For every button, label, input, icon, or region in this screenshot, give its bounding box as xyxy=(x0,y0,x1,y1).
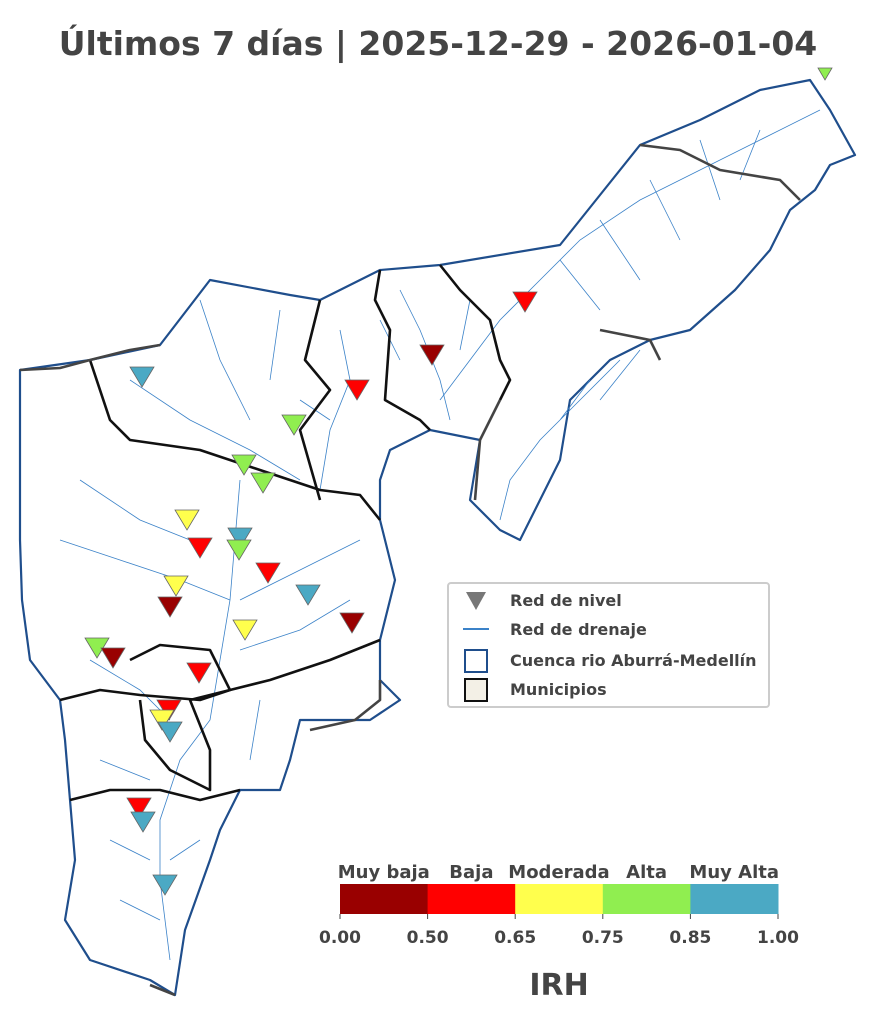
legend-box xyxy=(447,582,770,708)
outer-boundaries xyxy=(19,143,801,997)
category-label: Muy baja xyxy=(338,862,430,883)
map xyxy=(18,67,857,997)
basin-outline xyxy=(18,78,857,997)
legend-symbol xyxy=(464,678,488,702)
category-label: Muy Alta xyxy=(689,862,779,883)
tick-label: 0.00 xyxy=(319,928,361,948)
colorbar-label: IRH xyxy=(529,968,588,1003)
legend-symbol xyxy=(464,649,488,673)
legend-label: Red de drenaje xyxy=(510,620,647,639)
category-label: Alta xyxy=(626,862,667,883)
legend-symbol xyxy=(466,592,486,610)
drainage-network xyxy=(59,109,821,961)
municipal-boundaries xyxy=(59,264,512,802)
colorbar-segment xyxy=(690,884,779,914)
colorbar: Muy baja Baja Moderada Alta Muy Alta 0.00 0.50… xyxy=(319,862,799,948)
tick-label: 0.75 xyxy=(582,928,624,948)
legend: Red de nivel Red de drenaje Cuenca rio A… xyxy=(447,582,770,708)
tick-label: 0.50 xyxy=(407,928,449,948)
colorbar-segment xyxy=(340,884,429,914)
tick-label: 1.00 xyxy=(757,928,799,948)
category-label: Baja xyxy=(449,862,493,883)
stations xyxy=(84,67,833,896)
category-label: Moderada xyxy=(508,862,609,883)
legend-label: Red de nivel xyxy=(510,591,622,610)
colorbar-segment xyxy=(427,884,516,914)
legend-label: Municipios xyxy=(510,680,607,699)
tick-label: 0.65 xyxy=(494,928,536,948)
colorbar-segment xyxy=(515,884,604,914)
title: Últimos 7 días | 2025-12-29 - 2026-01-04 xyxy=(59,23,818,63)
tick-label: 0.85 xyxy=(669,928,711,948)
colorbar-segment xyxy=(602,884,691,914)
legend-label: Cuenca rio Aburrá-Medellín xyxy=(510,651,757,670)
